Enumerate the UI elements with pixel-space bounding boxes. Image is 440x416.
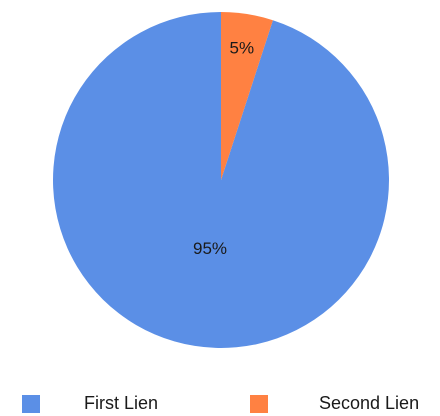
pie-slice-first-lien [53, 12, 390, 348]
pie-slice-second-lien [221, 12, 273, 180]
legend-swatch-first-lien [22, 395, 40, 413]
pie-slices [53, 12, 390, 348]
slice-label-first-lien: 95% [193, 239, 227, 258]
slice-labels: 95% 5% [193, 38, 254, 258]
legend: First Lien Second Lien [22, 393, 419, 413]
legend-label-second-lien: Second Lien [319, 393, 419, 413]
slice-label-second-lien: 5% [230, 38, 255, 57]
legend-swatch-second-lien [250, 395, 268, 413]
legend-label-first-lien: First Lien [84, 393, 158, 413]
